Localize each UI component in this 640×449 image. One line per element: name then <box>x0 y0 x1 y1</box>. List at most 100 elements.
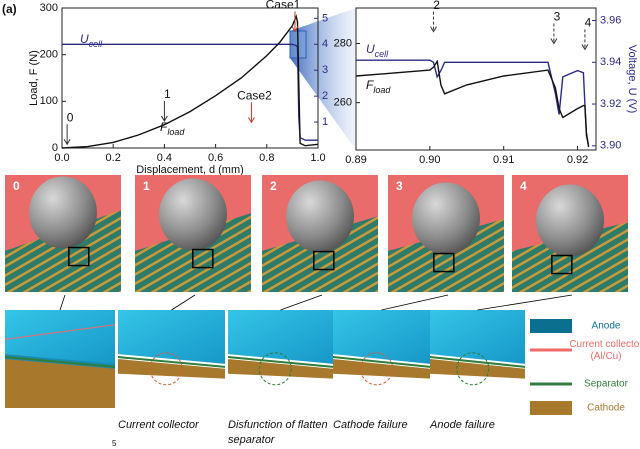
cell-layers <box>388 219 504 292</box>
closeup-caption: Anode failure <box>429 419 495 431</box>
closeup-caption: Cathode failure <box>333 419 408 431</box>
y-tick-label: 280 <box>334 37 352 49</box>
snapshot: 4 <box>512 175 628 292</box>
snapshot: 1 <box>135 175 251 292</box>
x-tick-label: 0.8 <box>259 152 274 164</box>
collector-line <box>4 324 116 340</box>
x-tick-label: 1.0 <box>310 152 325 164</box>
panel-label: (a) <box>2 2 17 16</box>
separator <box>117 356 226 368</box>
zoom-line <box>280 294 323 311</box>
arrow-head <box>291 26 299 33</box>
snapshot-label: 4 <box>520 179 527 193</box>
closeup <box>429 310 526 408</box>
failure-circle <box>149 352 183 386</box>
cathode-region <box>118 359 225 379</box>
zoom-square <box>433 252 455 273</box>
zoom-square <box>551 254 573 275</box>
series-label: Ucell <box>80 32 103 49</box>
closeup <box>4 310 116 408</box>
anode-region <box>333 310 430 364</box>
y2-tick-label: 5 <box>322 12 328 24</box>
zoom-line <box>381 294 449 311</box>
series-line <box>62 43 318 141</box>
snapshot: 3 <box>388 175 504 292</box>
snapshot-label: 1 <box>143 179 150 193</box>
annotation: Case2 <box>237 89 272 103</box>
zoom-line <box>171 294 196 311</box>
anode-region <box>5 310 115 364</box>
cathode-region <box>228 359 333 379</box>
y2-axis-title: Voltage, U (V) <box>626 45 638 113</box>
separator <box>332 356 431 368</box>
arrow-head <box>550 38 558 45</box>
y2-tick-label: 3.94 <box>600 56 621 68</box>
zoom-square <box>68 246 90 267</box>
x-tick-label: 0.89 <box>345 154 366 166</box>
closeup <box>117 310 226 408</box>
snapshot: 2 <box>262 175 378 292</box>
x-tick-label: 0.92 <box>567 154 588 166</box>
series-line <box>356 59 590 146</box>
annotation: 4 <box>585 16 592 30</box>
legend-label: Current collector (Al/Cu) <box>569 339 640 362</box>
x-tick-label: 0.91 <box>493 154 514 166</box>
arrow-head <box>430 26 437 33</box>
closeup-caption: Current collector <box>118 419 200 431</box>
y2-tick-label: 3 <box>322 64 328 76</box>
snapshot-label: 3 <box>396 179 403 193</box>
y2-tick-label: 3.92 <box>600 98 621 110</box>
failure-circle <box>360 352 394 386</box>
y-axis-title: Load, F (N) <box>28 50 40 106</box>
closeup <box>332 310 431 408</box>
zoom-square <box>313 250 335 271</box>
page-number: 5 <box>112 439 117 448</box>
snapshot-label: 2 <box>270 179 277 193</box>
annotation: 2 <box>433 0 440 12</box>
arrow-head <box>63 139 71 146</box>
zoom-line <box>477 294 573 311</box>
snapshot-label: 0 <box>13 179 20 193</box>
plot-frame <box>61 7 319 149</box>
y2-tick-label: 3.96 <box>600 14 621 26</box>
cathode-region <box>5 359 115 408</box>
anode-region <box>228 310 333 364</box>
arrow-head <box>160 115 168 122</box>
x-tick-label: 0.4 <box>157 152 172 164</box>
cell-layers <box>512 222 628 292</box>
zoom-line <box>59 294 66 311</box>
indenter <box>29 176 97 249</box>
x-tick-label: 0.6 <box>208 152 223 164</box>
failure-circle <box>258 352 292 386</box>
series-line <box>61 14 319 149</box>
y-tick-label: 300 <box>40 2 58 14</box>
x-tick-label: 0.90 <box>419 154 440 166</box>
series-label: Fload <box>160 120 185 137</box>
separator <box>227 356 334 368</box>
arrow-head <box>248 117 255 124</box>
legend-swatch <box>530 401 572 415</box>
indenter <box>536 184 604 257</box>
separator <box>429 356 526 368</box>
closeup-caption: Disfunction of flatten separator <box>228 419 328 446</box>
y2-tick-label: 1 <box>322 116 328 128</box>
x-axis-title: Displacement, d (mm) <box>136 164 244 176</box>
x-tick-label: 0.0 <box>54 152 69 164</box>
series-label: Fload <box>366 78 391 95</box>
indenter <box>412 182 480 255</box>
y2-tick-label: 4 <box>322 38 328 50</box>
legend-label: Cathode <box>587 403 625 414</box>
y-tick-label: 0 <box>52 142 58 154</box>
y2-tick-label: 3.90 <box>600 140 621 152</box>
snapshot: 0 <box>5 175 121 292</box>
arrow-head <box>581 44 589 51</box>
series-label: Ucell <box>366 42 389 59</box>
y-tick-label: 100 <box>40 95 58 107</box>
y-tick-label: 200 <box>40 49 58 61</box>
series-line <box>355 59 590 148</box>
zoom-square <box>192 248 214 269</box>
cathode-region <box>333 359 430 379</box>
y2-tick-label: 2 <box>322 90 328 102</box>
failure-circle <box>456 352 490 386</box>
